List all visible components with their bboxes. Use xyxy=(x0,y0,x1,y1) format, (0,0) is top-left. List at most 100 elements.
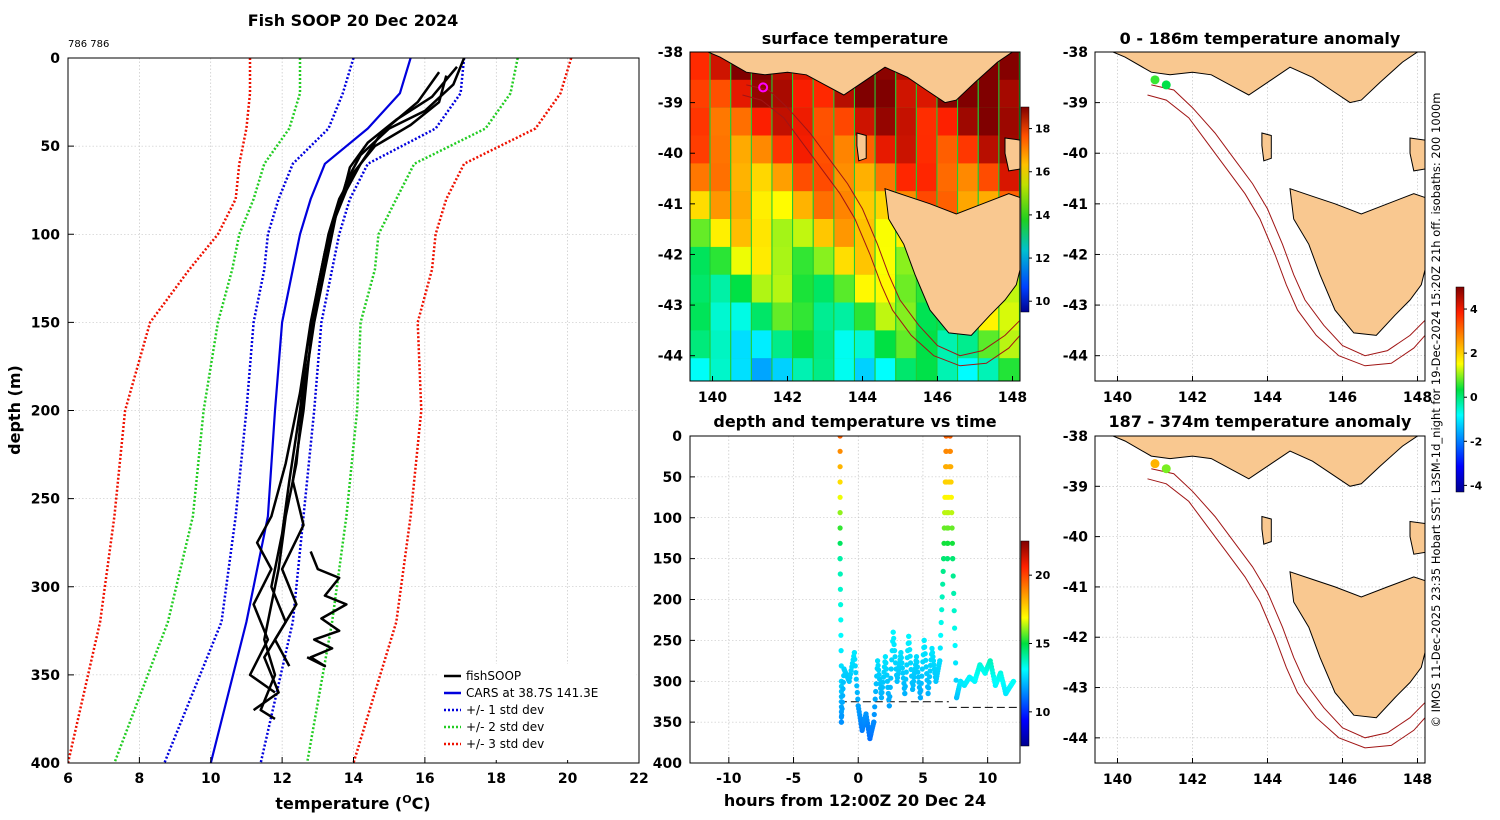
sst-cell xyxy=(958,330,978,359)
timeseries-ytick-label: 100 xyxy=(653,511,682,527)
timeseries-point xyxy=(943,436,949,439)
sst-cell xyxy=(875,330,896,359)
sst-cell xyxy=(978,107,999,136)
anomaly-lower-title: 187 - 374m temperature anomaly xyxy=(1109,412,1412,431)
sst-cell xyxy=(772,219,792,247)
a1-anomaly-point xyxy=(1150,75,1160,85)
sst-cell xyxy=(978,79,999,108)
timeseries-xlabel: hours from 12:00Z 20 Dec 24 xyxy=(724,791,986,810)
sst-cell xyxy=(813,135,834,164)
timeseries-point xyxy=(949,525,955,531)
timeseries-point xyxy=(927,668,933,674)
sst-xtick-label: 144 xyxy=(848,390,877,406)
timeseries-point xyxy=(947,448,954,454)
timeseries-point xyxy=(948,479,954,485)
sst-cell xyxy=(958,107,978,136)
sst-cell xyxy=(896,358,916,381)
profile-legend: fishSOOP CARS at 38.7S 141.3E +/- 1 std … xyxy=(438,664,636,760)
timeseries-xtick-label: 10 xyxy=(978,771,998,787)
timeseries-point xyxy=(899,660,905,666)
profile-xtick-label: 20 xyxy=(558,771,578,787)
sst-cell xyxy=(896,107,916,136)
timeseries-point xyxy=(911,674,917,680)
sst-cell xyxy=(978,330,999,359)
timeseries-point xyxy=(837,494,843,500)
timeseries-point xyxy=(952,625,958,631)
sst-cell xyxy=(690,135,710,164)
sst-cell xyxy=(855,163,875,192)
sst-cell xyxy=(834,246,854,275)
sst-cell xyxy=(916,107,937,136)
corner-id: 786 786 xyxy=(68,39,109,50)
sst-cell xyxy=(875,246,896,275)
sst-cell xyxy=(710,274,731,303)
timeseries-point xyxy=(907,653,913,659)
sst-cell xyxy=(751,330,772,359)
timeseries-point xyxy=(872,704,878,710)
sst-flinders-island xyxy=(1004,137,1020,172)
timeseries-point xyxy=(879,689,885,696)
timeseries-ytick-label: 0 xyxy=(672,429,682,445)
anomaly-colorbar-tick-label: -2 xyxy=(1470,435,1482,448)
sst-cell xyxy=(793,219,813,247)
sst-cell xyxy=(710,135,731,164)
sst-cell xyxy=(772,163,792,192)
profile-ytick-label: 50 xyxy=(41,139,61,155)
a2-isobath-1000 xyxy=(1147,478,1425,749)
a2-xtick-label: 140 xyxy=(1103,772,1132,788)
anomaly-colorbar-tick-label: 0 xyxy=(1470,391,1478,404)
std1-upper-line xyxy=(259,58,466,763)
sst-cell xyxy=(772,79,792,108)
timeseries-point xyxy=(922,644,928,650)
timeseries-point xyxy=(931,662,937,668)
timeseries-point xyxy=(876,667,882,673)
sst-track-point xyxy=(758,82,769,93)
sst-ytick-label: -41 xyxy=(658,197,683,213)
a1-ytick-label: -43 xyxy=(1063,298,1088,314)
timeseries-point xyxy=(840,679,847,685)
sst-cell xyxy=(958,358,978,381)
timeseries-point xyxy=(854,689,860,696)
sst-cell xyxy=(999,107,1019,136)
timeseries-ytick-label: 250 xyxy=(653,633,682,649)
profile-xlabel: temperature (OC) xyxy=(275,793,430,813)
timeseries-colorbar-tick-label: 10 xyxy=(1035,706,1051,719)
sst-cell xyxy=(690,274,710,303)
timeseries-point xyxy=(929,645,935,652)
timeseries-point xyxy=(884,672,890,678)
sst-cell xyxy=(875,135,896,164)
legend-std3: +/- 3 std dev xyxy=(466,737,544,751)
timeseries-ytick-label: 300 xyxy=(653,674,682,690)
timeseries-point xyxy=(903,669,909,675)
sst-cell xyxy=(731,79,751,108)
profile-panel: Fish SOOP 20 Dec 2024 786 786 6 8 10 12 14 16… xyxy=(5,11,649,813)
timeseries-xtick-label: 0 xyxy=(853,771,863,787)
timeseries-point xyxy=(851,650,858,656)
timeseries-point xyxy=(944,556,951,562)
timeseries-point xyxy=(919,673,925,679)
timeseries-point xyxy=(945,525,951,531)
timeseries-point xyxy=(889,657,895,663)
sst-cell xyxy=(855,246,875,275)
sst-cell xyxy=(875,302,896,331)
timeseries-point xyxy=(930,654,936,660)
a1-mainland xyxy=(1111,52,1419,104)
timeseries-point xyxy=(855,696,861,702)
a1-flinders-island xyxy=(1409,137,1425,172)
timeseries-point xyxy=(947,436,953,439)
a1-ytick-label: -42 xyxy=(1063,247,1088,263)
timeseries-point xyxy=(908,660,914,666)
sst-cell xyxy=(731,330,751,359)
sst-cell xyxy=(772,302,792,331)
timeseries-point xyxy=(839,706,845,712)
profile-xlabel-sup: O xyxy=(402,793,411,806)
fishsoop-cast-line xyxy=(306,551,348,668)
timeseries-point xyxy=(919,666,925,672)
profile-ticks: 6 8 10 12 14 16 18 20 22 0 50 100 150 200 250 300 350 400 xyxy=(31,51,649,787)
sst-cell xyxy=(875,163,896,192)
sst-mainland xyxy=(706,52,1014,104)
sst-cell xyxy=(855,302,875,331)
profile-xtick-label: 6 xyxy=(63,771,73,787)
sst-cell xyxy=(772,135,792,164)
timeseries-point xyxy=(837,586,844,592)
